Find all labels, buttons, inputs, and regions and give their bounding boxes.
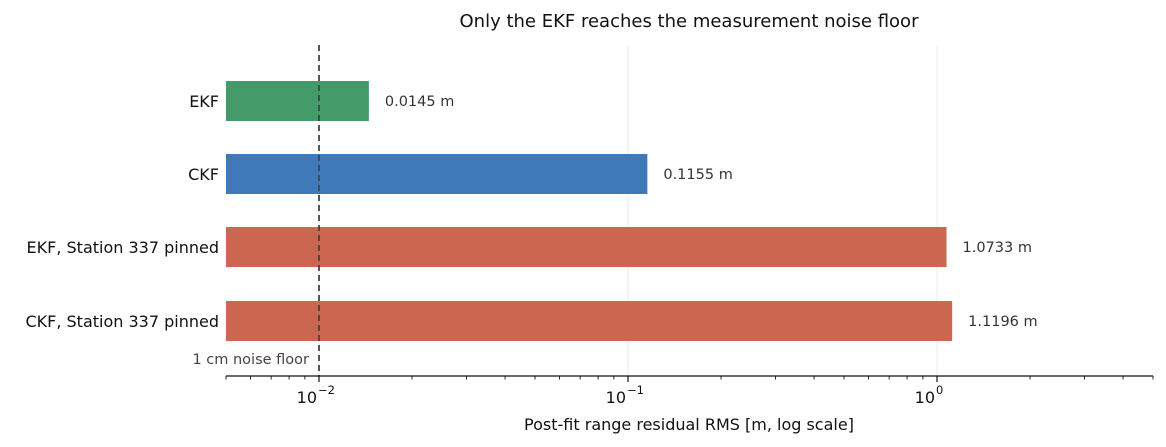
y-tick-label: EKF, Station 337 pinned (27, 238, 219, 257)
x-tick-base: 10 (297, 388, 317, 407)
x-axis-label: Post-fit range residual RMS [m, log scal… (524, 415, 854, 434)
data-labels: 0.0145 m 0.1155 m 1.0733 m 1.1196 m (385, 94, 1038, 330)
x-tick-exponent: −1 (627, 383, 644, 397)
bar (226, 154, 648, 194)
y-tick-label: EKF (189, 92, 219, 111)
y-tick-labels: EKF CKF EKF, Station 337 pinned CKF, Statio… (25, 92, 219, 331)
x-tick-exponent: −2 (318, 383, 335, 397)
bar (226, 227, 947, 267)
x-tick-exponent: 0 (936, 383, 943, 397)
data-label: 0.1155 m (663, 167, 732, 183)
y-tick-label: CKF (188, 165, 219, 184)
x-tick-base: 10 (915, 388, 935, 407)
x-tick-label: 10 −1 (606, 383, 644, 407)
x-tick-label: 10 −2 (297, 383, 335, 407)
x-tick-base: 10 (606, 388, 626, 407)
x-tick-label: 10 0 (915, 383, 944, 407)
bar (226, 81, 369, 121)
y-tick-label: CKF, Station 337 pinned (25, 312, 219, 331)
reference-line-label: 1 cm noise floor (192, 352, 309, 368)
x-axis: 10 −2 10 −1 10 0 (225, 375, 1154, 407)
chart-title: Only the EKF reaches the measurement noi… (460, 11, 920, 32)
bar (226, 301, 953, 341)
data-label: 1.0733 m (963, 240, 1032, 256)
data-label: 0.0145 m (385, 94, 454, 110)
data-label: 1.1196 m (968, 314, 1037, 330)
bars (226, 81, 953, 341)
reference-line-group: 1 cm noise floor (192, 45, 320, 376)
